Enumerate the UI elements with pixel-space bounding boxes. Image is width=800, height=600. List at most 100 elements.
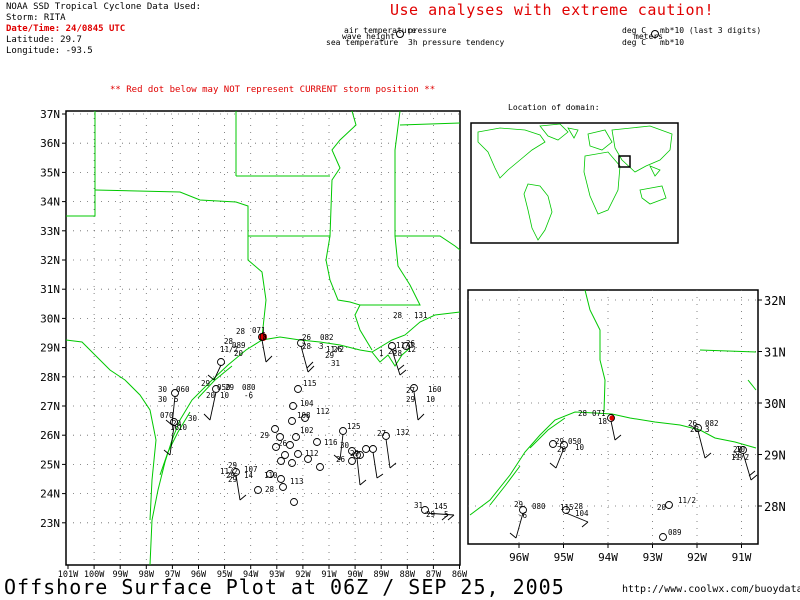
- station-circle-icon: [316, 463, 324, 471]
- source-line: NOAA SSD Tropical Cyclone Data Used:: [6, 2, 202, 12]
- caution-banner: Use analyses with extreme caution!: [390, 1, 715, 19]
- station-value: 29: [426, 510, 435, 519]
- lon-label: 88W: [400, 570, 416, 580]
- station-value: 26: [406, 339, 416, 348]
- station-value: 116: [324, 438, 338, 447]
- station-circle-icon: [294, 385, 302, 393]
- station-circle-icon: [549, 440, 557, 448]
- wind-barb-icon: [509, 512, 524, 539]
- lat-label: 30N: [40, 312, 60, 325]
- station-value: 29: [228, 475, 237, 484]
- plot-title: Offshore Surface Plot at 06Z / SEP 25, 2…: [4, 575, 565, 599]
- lat-label: 23N: [40, 517, 60, 530]
- lat-label: 26N: [40, 429, 60, 442]
- lat-label: 33N: [40, 225, 60, 238]
- station-value: 082: [320, 333, 334, 342]
- inset-lon-label: 91W: [732, 551, 752, 564]
- storm-latitude: Latitude: 29.7: [6, 35, 82, 45]
- wind-barb-icon: [203, 391, 217, 421]
- station-circle-icon: [281, 451, 289, 459]
- station-value: 20: [234, 349, 244, 358]
- station-value: 18: [598, 417, 608, 426]
- lon-label: 99W: [113, 570, 129, 580]
- header-block: NOAA SSD Tropical Cyclone Data Used: Sto…: [6, 2, 201, 57]
- station-circle-icon: [362, 445, 370, 453]
- inset-map-axis-labels: 32N 31N 30N 29N 28N 96W 95W 94W 93W 92W 91W: [509, 294, 786, 564]
- wind-barb-icon: [413, 391, 425, 421]
- inset-lat-label: 32N: [764, 294, 786, 308]
- station-value: 28: [302, 342, 312, 351]
- lat-label: 28N: [40, 371, 60, 384]
- storm-name: Storm: RITA: [6, 13, 66, 23]
- station-circle-icon: [276, 433, 284, 441]
- station-circle-icon: [217, 358, 225, 366]
- station-value: 10: [178, 423, 188, 432]
- lon-label: 92W: [295, 570, 311, 580]
- station-value: 28: [265, 485, 275, 494]
- station-circle-icon: [348, 457, 356, 465]
- station-value: 3: [705, 425, 710, 434]
- units-mb10: mb*10: [660, 38, 685, 47]
- station-circle-icon: [388, 342, 396, 350]
- station-value: 26: [278, 439, 288, 448]
- station-value: 11/2: [220, 467, 238, 476]
- station-value: 5: [174, 395, 179, 404]
- lon-label: 90W: [347, 570, 363, 580]
- domain-box-marker: [618, 155, 631, 168]
- station-value: 14: [244, 471, 254, 480]
- station-value: 20: [172, 419, 182, 428]
- station-value: 29: [201, 379, 210, 388]
- station-value: 145: [434, 502, 448, 511]
- station-circle-icon: [170, 418, 178, 426]
- station-value: 16: [170, 423, 180, 432]
- storm-longitude: Longitude: -93.5: [6, 46, 93, 56]
- station-value: 1: [379, 349, 384, 358]
- station-value: 3: [319, 342, 324, 351]
- station-value: 11/2: [220, 345, 238, 354]
- source-url[interactable]: http://www.coolwx.com/buoydata: [622, 584, 800, 595]
- storm-datetime: Date/Time: 24/0845 UTC: [6, 24, 126, 34]
- main-map-coastline: [65, 110, 461, 566]
- station-value: 12: [407, 345, 416, 354]
- station-value: 132: [396, 428, 410, 437]
- lon-label: 95W: [217, 570, 233, 580]
- lat-label: 32N: [40, 254, 60, 267]
- station-value: 30: [188, 414, 198, 423]
- station-circle-icon: [254, 486, 262, 494]
- station-value: 28: [236, 327, 246, 336]
- station-value: 131: [414, 311, 428, 320]
- wind-barb-icon: [163, 425, 175, 456]
- lon-label: 96W: [191, 570, 207, 580]
- station-circle-icon: [286, 441, 294, 449]
- station-value: 29: [733, 445, 742, 454]
- station-value: 080: [532, 502, 546, 511]
- station-value: 26: [336, 455, 346, 464]
- station-circle-icon: [665, 501, 673, 509]
- station-value: 082: [705, 419, 719, 428]
- station-circle-icon: [348, 447, 356, 455]
- station-value: 115: [303, 379, 317, 388]
- station-circle-icon: [290, 498, 298, 506]
- station-circle-icon: [292, 433, 300, 441]
- station-value: 20: [657, 503, 667, 512]
- station-circle-icon: [288, 459, 296, 467]
- station-value: 11/2: [396, 341, 414, 350]
- station-value: 26: [688, 419, 698, 428]
- station-circle-icon: [339, 427, 347, 435]
- station-circle-icon: [421, 506, 429, 514]
- wind-barb-icon: [391, 349, 407, 376]
- inset-lat-label: 29N: [764, 449, 786, 463]
- lon-label: 97W: [165, 570, 181, 580]
- wind-barb-icon: [261, 339, 273, 363]
- domain-location-label: Location of domain:: [508, 103, 600, 112]
- station-value: 26: [733, 451, 743, 460]
- station-value: 29: [555, 437, 564, 446]
- wind-barb-icon: [565, 512, 589, 528]
- station-value: 26: [333, 345, 343, 354]
- station-value: 31: [414, 501, 423, 510]
- wind-barb-icon: [424, 512, 455, 521]
- lat-label: 24N: [40, 488, 60, 501]
- station-value: 28: [224, 337, 234, 346]
- wind-barb-icon: [385, 438, 397, 469]
